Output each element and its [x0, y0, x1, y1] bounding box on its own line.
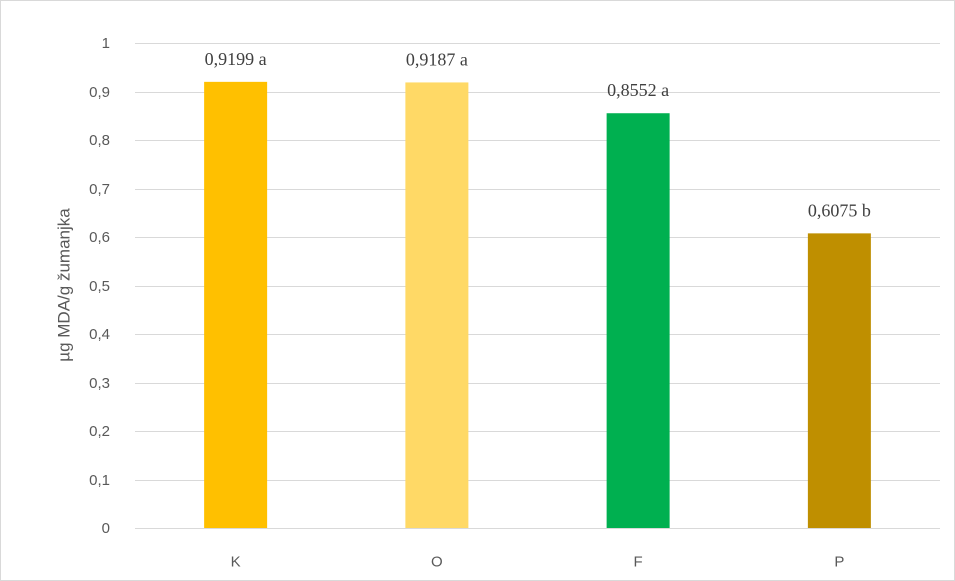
y-tick-label: 0,6 [89, 229, 110, 246]
y-tick-label: 0,2 [89, 423, 110, 440]
y-tick-label: 0,3 [89, 375, 110, 392]
bar-o [405, 82, 469, 529]
bar-f [606, 113, 670, 528]
x-tick-label: K [231, 554, 241, 571]
bar-k [204, 81, 268, 528]
x-tick-label: P [834, 554, 844, 571]
x-tick-label: F [634, 554, 643, 571]
y-tick-label: 0 [102, 520, 110, 537]
bar-p [807, 233, 871, 529]
y-tick-label: 0,4 [89, 326, 110, 343]
data-label: 0,9187 a [406, 49, 468, 69]
y-tick-label: 0,1 [89, 472, 110, 489]
y-tick-label: 0,9 [89, 84, 110, 101]
data-label: 0,9199 a [205, 49, 267, 69]
y-axis-title: µg MDA/g žumanjka [55, 208, 74, 362]
y-tick-label: 0,7 [89, 181, 110, 198]
data-label: 0,8552 a [607, 80, 669, 100]
y-tick-label: 1 [102, 35, 110, 52]
x-tick-label: O [431, 554, 443, 571]
data-label: 0,6075 b [808, 200, 871, 220]
y-tick-label: 0,8 [89, 132, 110, 149]
y-tick-label: 0,5 [89, 278, 110, 295]
